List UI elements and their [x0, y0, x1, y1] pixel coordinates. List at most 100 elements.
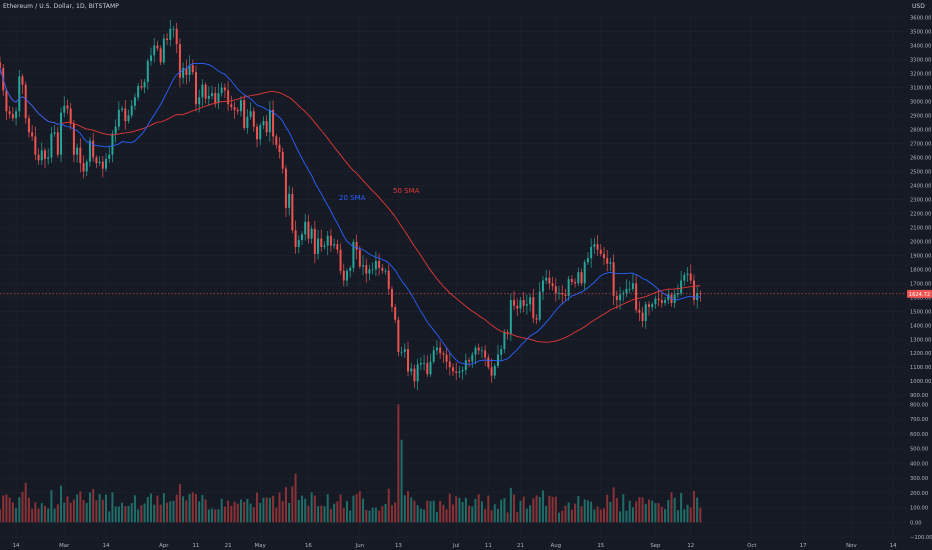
price-tick-label: 1200.00	[910, 351, 931, 357]
time-tick-label: 15	[597, 543, 604, 549]
volume-bar	[207, 509, 210, 523]
volume-bar	[387, 488, 390, 523]
sma20-label: 20 SMA	[339, 194, 366, 202]
candle-body	[583, 262, 586, 284]
volume-bar	[390, 505, 393, 523]
candle-body	[47, 157, 50, 159]
candle-body	[461, 370, 464, 372]
volume-bar	[612, 487, 615, 523]
volume-bar	[288, 503, 291, 523]
price-tick-label: 1100.00	[910, 365, 931, 371]
candle-body	[525, 304, 528, 306]
volume-bar	[143, 503, 146, 523]
volume-bar	[371, 507, 374, 523]
last-price-label: 1624.72	[909, 292, 930, 298]
candle-body	[284, 168, 287, 208]
volume-bar	[301, 495, 303, 523]
candle-body	[439, 347, 442, 354]
candle-body	[252, 111, 255, 127]
volume-bar	[558, 512, 561, 523]
volume-bar	[297, 500, 300, 523]
price-tick-label: 2000.00	[910, 239, 931, 245]
candle-body	[561, 293, 564, 295]
candle-body	[513, 300, 516, 306]
candle-body	[268, 109, 271, 133]
candle-body	[291, 193, 294, 231]
volume-bar	[114, 506, 117, 523]
candle-body	[368, 269, 371, 274]
candle-body	[635, 283, 638, 310]
candle-body	[496, 354, 499, 366]
volume-bar	[85, 503, 88, 523]
candle-body	[153, 45, 156, 56]
price-tick-label: 2100.00	[910, 225, 931, 231]
volume-bar	[689, 507, 692, 523]
volume-bar	[79, 491, 82, 523]
volume-bar	[477, 494, 480, 523]
volume-bar	[310, 492, 313, 523]
candle-body	[474, 347, 477, 355]
volume-bar	[615, 498, 618, 523]
candle-body	[236, 109, 239, 112]
candle-body	[101, 161, 104, 169]
volume-bar	[426, 500, 429, 523]
candle-body	[297, 239, 300, 247]
candle-body	[288, 193, 291, 208]
candle-body	[667, 294, 670, 301]
candle-body	[378, 260, 381, 268]
volume-bar	[664, 509, 667, 523]
candle-body	[92, 140, 95, 158]
candle-body	[313, 228, 316, 254]
candle-body	[79, 147, 82, 164]
candle-body	[574, 281, 577, 284]
candle-body	[371, 269, 374, 271]
volume-layer	[0, 404, 702, 523]
volume-bar	[522, 496, 525, 523]
candle-body	[249, 111, 252, 117]
volume-bar	[345, 501, 348, 523]
candle-body	[484, 350, 487, 358]
volume-bar	[622, 494, 625, 523]
candle-body	[256, 126, 259, 140]
candle-body	[301, 234, 303, 240]
volume-bar	[47, 508, 50, 523]
candle-body	[217, 93, 220, 103]
candle-body	[0, 62, 1, 68]
candle-body	[304, 221, 307, 235]
candle-body	[606, 258, 609, 264]
candle-body	[317, 238, 320, 254]
volume-bar	[429, 501, 432, 523]
volume-bar	[699, 507, 702, 523]
candle-body	[554, 286, 557, 294]
price-tick-label: 1300.00	[910, 337, 931, 343]
candle-body	[590, 246, 593, 259]
time-tick-label: 11	[485, 543, 492, 549]
volume-tick-label: 800.00	[910, 402, 928, 408]
candle-body	[349, 267, 352, 271]
volume-bar	[673, 497, 676, 523]
grid-layer	[0, 12, 906, 540]
candle-body	[535, 318, 538, 320]
volume-bar	[471, 506, 474, 523]
candle-body	[445, 354, 448, 362]
candle-body	[117, 109, 120, 127]
candle-body	[108, 154, 111, 159]
volume-bar	[249, 503, 252, 523]
price-tick-label: 1900.00	[910, 253, 931, 259]
price-tick-label: 3100.00	[910, 86, 931, 92]
volume-bar	[227, 500, 230, 523]
candle-body	[182, 67, 185, 78]
volume-bar	[156, 495, 159, 523]
candle-body	[220, 87, 223, 94]
candle-body	[596, 244, 599, 250]
volume-bar	[239, 499, 242, 523]
volume-bar	[487, 495, 490, 523]
volume-tick-label: 300.00	[910, 476, 928, 482]
candle-body	[429, 361, 432, 375]
time-tick-label: Aug	[551, 543, 562, 549]
volume-tick-label: 700.00	[910, 417, 928, 423]
candle-body	[593, 244, 596, 247]
volume-bar	[381, 506, 384, 523]
